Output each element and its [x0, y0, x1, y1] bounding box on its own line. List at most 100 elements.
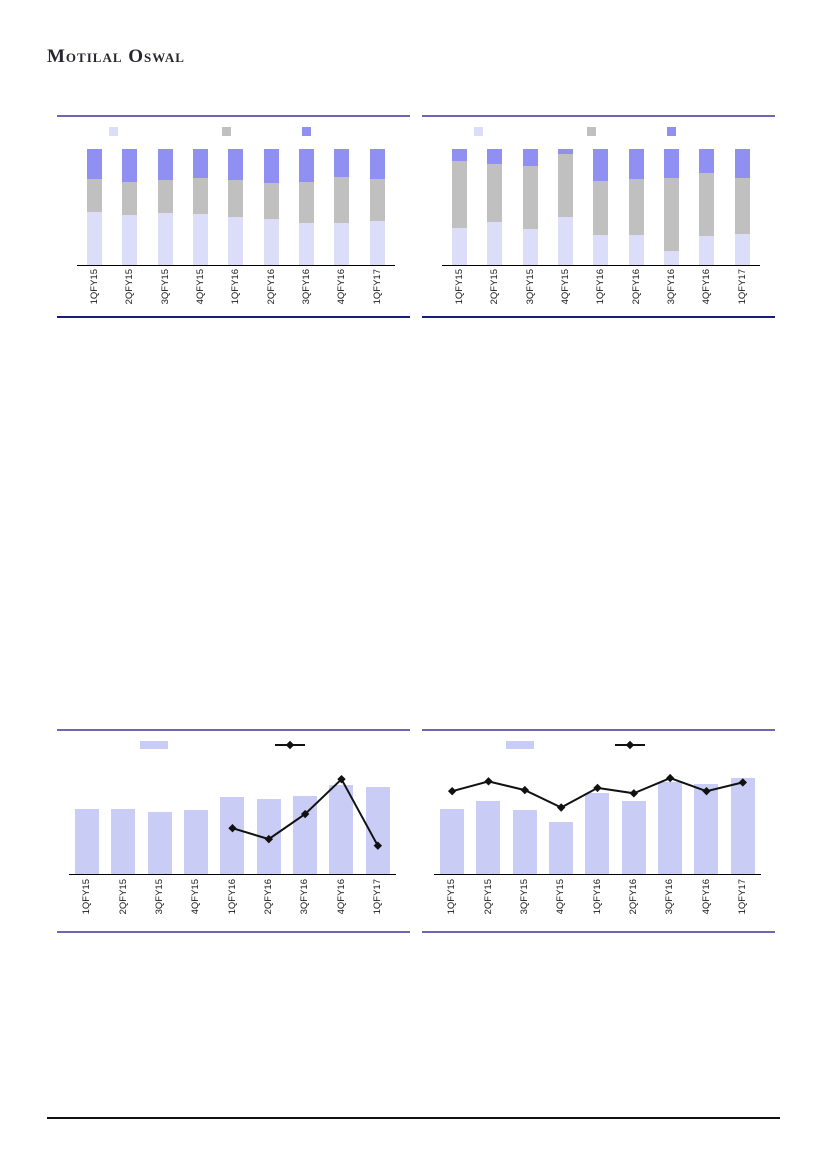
- bar: [220, 796, 245, 874]
- bar: [440, 808, 465, 874]
- bar-segment-top-purple: [263, 149, 279, 183]
- x-axis-label: 2QFY15: [124, 269, 136, 305]
- stacked-bar: [487, 149, 503, 265]
- bar-segment-bottom-light: [122, 215, 138, 265]
- stacked-bar: [263, 149, 279, 265]
- bar-segment-bottom-light: [522, 229, 538, 265]
- x-axis-label: 1QFY15: [446, 879, 458, 915]
- bar-column: [142, 765, 178, 874]
- bar-column: [619, 149, 654, 265]
- x-axis-label: 4QFY16: [701, 269, 713, 305]
- legend-swatch-purple-icon: [302, 127, 311, 136]
- bar-segment-bottom-light: [369, 220, 385, 265]
- x-axis-label: 2QFY15: [482, 879, 494, 915]
- bar-column: [470, 765, 506, 874]
- stacked-bar: [228, 149, 244, 265]
- bar-column: [148, 149, 183, 265]
- bar-segment-top-purple: [487, 149, 503, 165]
- bar-column: [442, 149, 477, 265]
- bar-segment-bottom-light: [228, 217, 244, 265]
- chart-top-border: [57, 115, 410, 117]
- stacked-bar: [157, 149, 173, 265]
- x-axis-label: 4QFY16: [335, 879, 347, 915]
- bar-segment-top-purple: [699, 149, 715, 174]
- bar-column: [218, 149, 253, 265]
- bar-segment-top-purple: [193, 149, 209, 179]
- x-axis-label: 4QFY16: [700, 879, 712, 915]
- bar-column: [583, 149, 618, 265]
- bar-column: [579, 765, 615, 874]
- bar: [365, 786, 390, 874]
- x-axis-label: 1QFY16: [230, 269, 242, 305]
- chart-legend: [57, 125, 410, 143]
- chart-bottom-left-bars-line: 1QFY15 2QFY15 3QFY15 4QFY15 1QFY16 2QFY16 3QFY…: [57, 729, 410, 933]
- bar-segment-middle-gray: [487, 164, 503, 223]
- stacked-bar: [369, 149, 385, 265]
- bar: [293, 795, 318, 874]
- x-axis-label: 4QFY15: [555, 879, 567, 915]
- bar-segment-middle-gray: [734, 178, 750, 234]
- bar-column: [289, 149, 324, 265]
- bar-segment-top-purple: [87, 149, 103, 180]
- bar-column: [543, 765, 579, 874]
- bar-segment-top-purple: [734, 149, 750, 179]
- x-axis-label: 1QFY16: [591, 879, 603, 915]
- bar-segment-middle-gray: [369, 179, 385, 221]
- x-axis-label: 3QFY15: [519, 879, 531, 915]
- bar-column: [616, 765, 652, 874]
- bar-segment-middle-gray: [452, 160, 468, 228]
- bar: [694, 783, 719, 874]
- bar-column: [725, 765, 761, 874]
- bar-segment-bottom-light: [193, 213, 209, 265]
- x-axis-label: 1QFY17: [371, 269, 383, 305]
- bar-segment-bottom-light: [664, 251, 680, 265]
- chart-bottom-border: [57, 931, 410, 933]
- bar: [512, 809, 537, 874]
- x-axis-label: 1QFY15: [88, 269, 100, 305]
- bar-segment-middle-gray: [87, 179, 103, 212]
- chart-bottom-border: [422, 316, 775, 318]
- stacked-bar: [452, 149, 468, 265]
- bar-segment-bottom-light: [699, 236, 715, 265]
- bar-column: [214, 765, 250, 874]
- bar: [658, 782, 683, 874]
- bar-segment-top-purple: [452, 149, 468, 161]
- x-axis-label: 4QFY15: [559, 269, 571, 305]
- x-axis-label: 3QFY16: [664, 879, 676, 915]
- bar-column: [725, 149, 760, 265]
- stacked-bar: [522, 149, 538, 265]
- bar-segment-top-purple: [664, 149, 680, 179]
- stacked-bar: [699, 149, 715, 265]
- chart-top-border: [422, 729, 775, 731]
- bar-segment-top-purple: [157, 149, 173, 181]
- legend-diamond-marker-icon: [625, 740, 635, 750]
- bar-segment-top-purple: [558, 149, 574, 154]
- plot-area: [69, 765, 396, 875]
- bar: [476, 800, 501, 874]
- x-axis-label: 3QFY15: [154, 879, 166, 915]
- bar: [147, 811, 172, 874]
- stacked-bar: [122, 149, 138, 265]
- x-axis-label: 2QFY16: [265, 269, 277, 305]
- x-axis-label: 1QFY17: [736, 269, 748, 305]
- chart-legend: [57, 739, 410, 757]
- bar: [111, 808, 136, 874]
- x-axis-labels: 1QFY15 2QFY15 3QFY15 4QFY15 1QFY16 2QFY16 3QFY…: [77, 269, 395, 315]
- legend-swatch-line-icon: [275, 739, 305, 751]
- chart-top-border: [57, 729, 410, 731]
- chart-top-left-stacked-bars: 1QFY15 2QFY15 3QFY15 4QFY15 1QFY16 2QFY16 3QFY…: [57, 115, 410, 318]
- bar-segment-bottom-light: [87, 211, 103, 265]
- x-axis-label: 3QFY15: [159, 269, 171, 305]
- x-axis-label: 4QFY16: [336, 269, 348, 305]
- bar: [75, 808, 100, 874]
- bar-column: [183, 149, 218, 265]
- legend-swatch-gray-icon: [587, 127, 596, 136]
- bar-segment-bottom-light: [593, 234, 609, 265]
- bar: [549, 821, 574, 874]
- bar-segment-middle-gray: [228, 180, 244, 218]
- bar-segment-bottom-light: [452, 227, 468, 265]
- bar-column: [688, 765, 724, 874]
- bar-column: [287, 765, 323, 874]
- chart-bottom-right-bars-line: 1QFY15 2QFY15 3QFY15 4QFY15 1QFY16 2QFY16 3QFY…: [422, 729, 775, 933]
